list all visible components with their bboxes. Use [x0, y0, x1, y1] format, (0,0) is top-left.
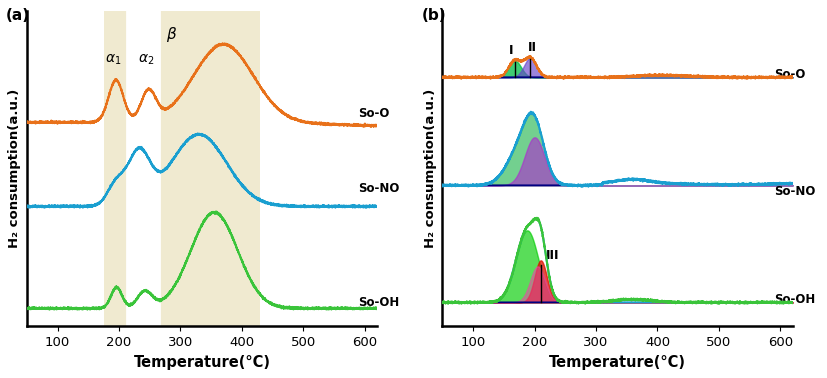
Text: So-NO: So-NO [359, 182, 400, 195]
Text: $\alpha_2$: $\alpha_2$ [138, 53, 155, 67]
X-axis label: Temperature(°C): Temperature(°C) [549, 355, 686, 370]
Text: (b): (b) [422, 8, 446, 23]
Text: III: III [546, 249, 559, 262]
Text: $\alpha_1$: $\alpha_1$ [105, 53, 121, 67]
Bar [159, 11, 261, 326]
Text: $\beta$: $\beta$ [165, 25, 177, 44]
Text: So-NO: So-NO [774, 185, 815, 198]
Bar [103, 11, 127, 326]
Y-axis label: H₂ consumption(a.u.): H₂ consumption(a.u.) [424, 89, 437, 248]
Y-axis label: H₂ consumption(a.u.): H₂ consumption(a.u.) [8, 89, 22, 248]
X-axis label: Temperature(°C): Temperature(°C) [133, 355, 270, 370]
Text: So-O: So-O [359, 107, 390, 120]
Text: II: II [528, 41, 538, 54]
Text: I: I [509, 44, 514, 57]
Text: So-O: So-O [774, 68, 805, 81]
Text: So-OH: So-OH [359, 296, 400, 309]
Bar [127, 11, 159, 326]
Text: (a): (a) [6, 8, 30, 23]
Text: So-OH: So-OH [774, 293, 815, 306]
